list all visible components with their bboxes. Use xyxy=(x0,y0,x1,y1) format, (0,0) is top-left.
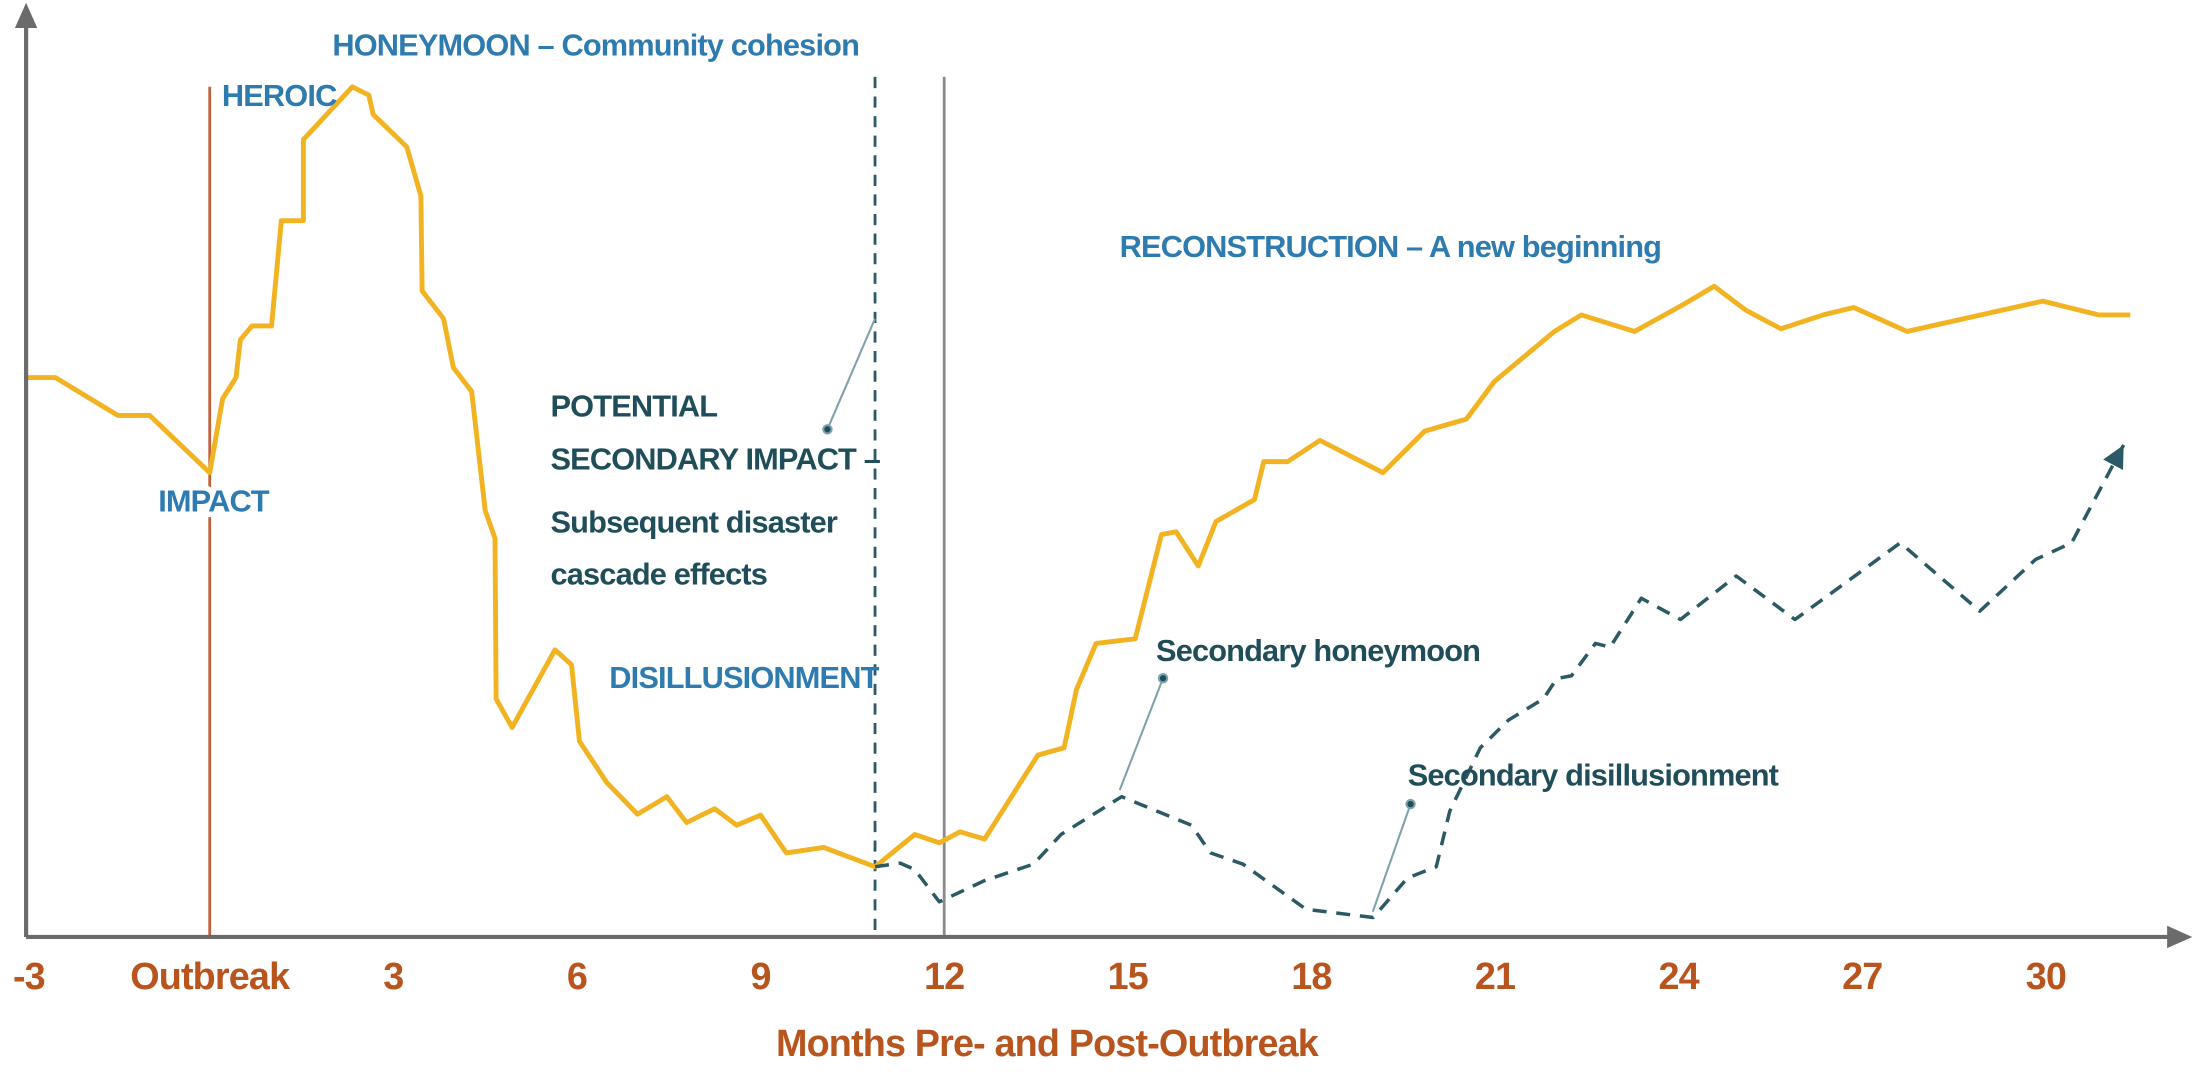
annotation: cascade effects xyxy=(551,556,767,591)
annotation: IMPACT xyxy=(158,484,270,519)
x-tick-label: -3 xyxy=(13,955,45,997)
x-tick-label: 24 xyxy=(1659,955,1700,997)
x-tick-label: Outbreak xyxy=(130,955,291,997)
x-tick-label: 9 xyxy=(751,955,771,997)
leader-dot xyxy=(1157,672,1169,684)
plot-area xyxy=(26,76,2131,937)
leaders xyxy=(822,318,1416,913)
x-tick-label: 18 xyxy=(1291,955,1331,997)
leader-dot xyxy=(822,424,833,435)
x-tick-label: 27 xyxy=(1842,955,1882,997)
annotation: DISILLUSIONMENT xyxy=(609,660,879,695)
annotation: HEROIC xyxy=(222,78,337,113)
y-axis-arrow xyxy=(14,2,38,28)
annotation: SECONDARY IMPACT – xyxy=(551,442,881,477)
x-tick-label: 15 xyxy=(1108,955,1148,997)
leader-line xyxy=(1118,677,1165,791)
annotation: Subsequent disaster xyxy=(551,505,838,540)
annotation: Secondary disillusionment xyxy=(1408,758,1779,793)
annotation: RECONSTRUCTION – A new beginning xyxy=(1120,229,1661,264)
x-tick-label: 21 xyxy=(1475,955,1515,997)
series-arrow xyxy=(2103,445,2124,471)
annotation: HONEYMOON – Community cohesion xyxy=(332,28,859,63)
annotation: POTENTIAL xyxy=(551,388,718,423)
series-line xyxy=(874,444,2126,920)
leader-line xyxy=(826,318,876,430)
annotation: Secondary honeymoon xyxy=(1156,633,1480,668)
x-tick-label: 6 xyxy=(567,955,587,997)
x-tick-label: 12 xyxy=(924,955,964,997)
x-axis-arrow xyxy=(2167,925,2193,949)
x-axis-title: Months Pre- and Post-Outbreak xyxy=(776,1022,1320,1064)
x-tick-label: 3 xyxy=(383,955,403,997)
series-line xyxy=(26,84,2131,870)
leader-line xyxy=(1371,803,1412,913)
x-tick-label: 30 xyxy=(2026,955,2066,997)
leader-dot xyxy=(1405,798,1416,810)
